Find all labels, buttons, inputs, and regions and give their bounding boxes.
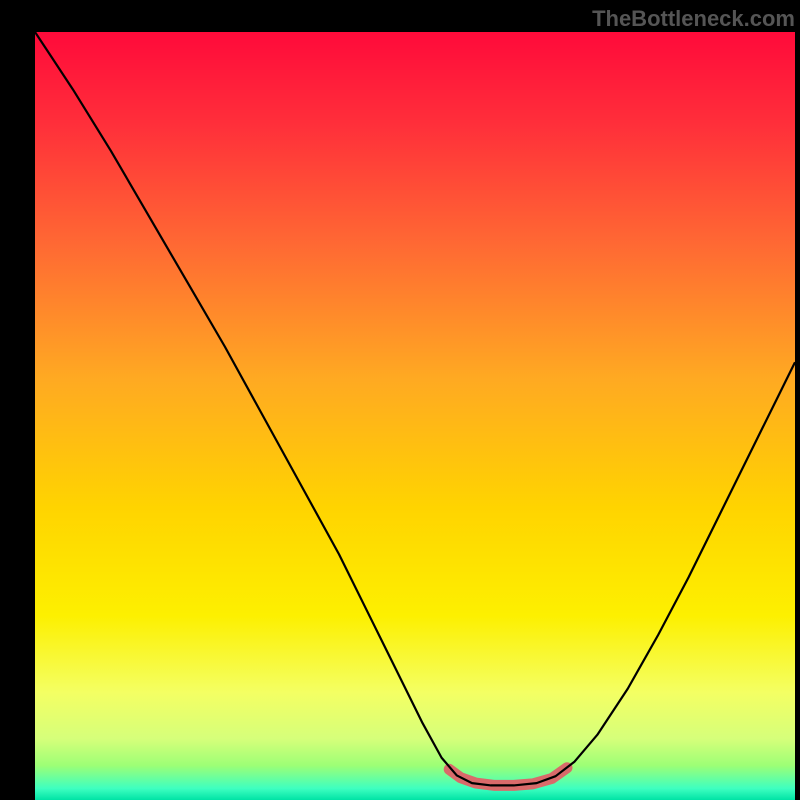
bottleneck-curve — [35, 32, 795, 785]
watermark-text: TheBottleneck.com — [592, 6, 795, 32]
optimal-range-highlight — [449, 768, 567, 786]
chart-svg — [35, 32, 795, 800]
plot-area — [35, 32, 795, 800]
